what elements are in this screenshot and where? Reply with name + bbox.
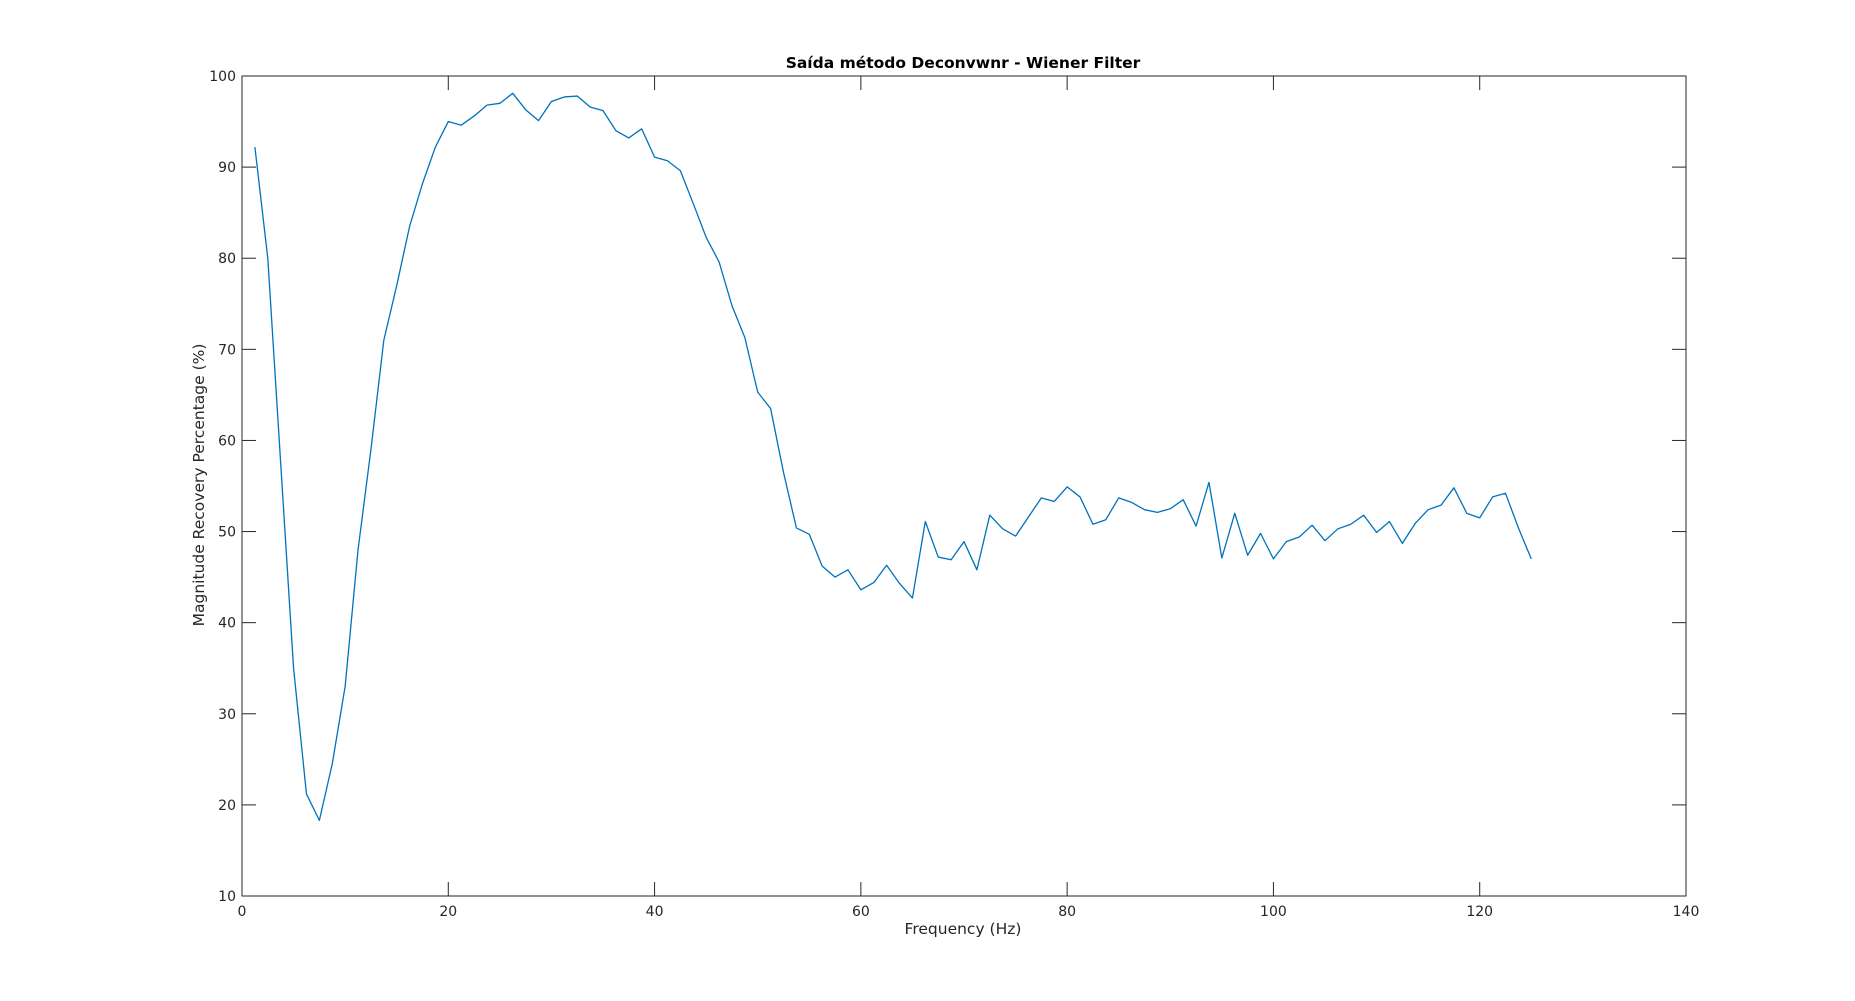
series-line [254, 92, 1532, 822]
y-tick-label: 40 [218, 616, 236, 632]
x-tick-label: 0 [238, 904, 247, 920]
x-axis-label: Frequency (Hz) [905, 920, 1022, 938]
chart-title: Saída método Deconvwnr - Wiener Filter [786, 54, 1141, 72]
x-tick-label: 40 [646, 904, 664, 920]
y-tick-label: 80 [218, 251, 236, 267]
x-tick-label: 120 [1466, 904, 1493, 920]
x-tick-label: 20 [439, 904, 457, 920]
y-tick-label: 50 [218, 525, 236, 541]
plot-area: 0 20 40 60 80 100 120 140 10 20 30 40 50 60 70 80 90 100 [209, 69, 1699, 920]
y-tick-label: 20 [218, 798, 236, 814]
axes-frame [241, 75, 1687, 897]
y-axis-label: Magnitude Recovery Percentage (%) [190, 344, 208, 627]
x-tick-label: 80 [1058, 904, 1076, 920]
y-tick-label: 30 [218, 707, 236, 723]
y-tick-label: 90 [218, 160, 236, 176]
x-tick-label: 60 [852, 904, 870, 920]
y-tick-label: 60 [218, 433, 236, 449]
y-tick-label: 70 [218, 342, 236, 358]
y-tick-label: 10 [218, 889, 236, 905]
x-tick-label: 140 [1673, 904, 1700, 920]
x-tick-label: 100 [1260, 904, 1287, 920]
y-tick-label: 100 [209, 69, 236, 85]
